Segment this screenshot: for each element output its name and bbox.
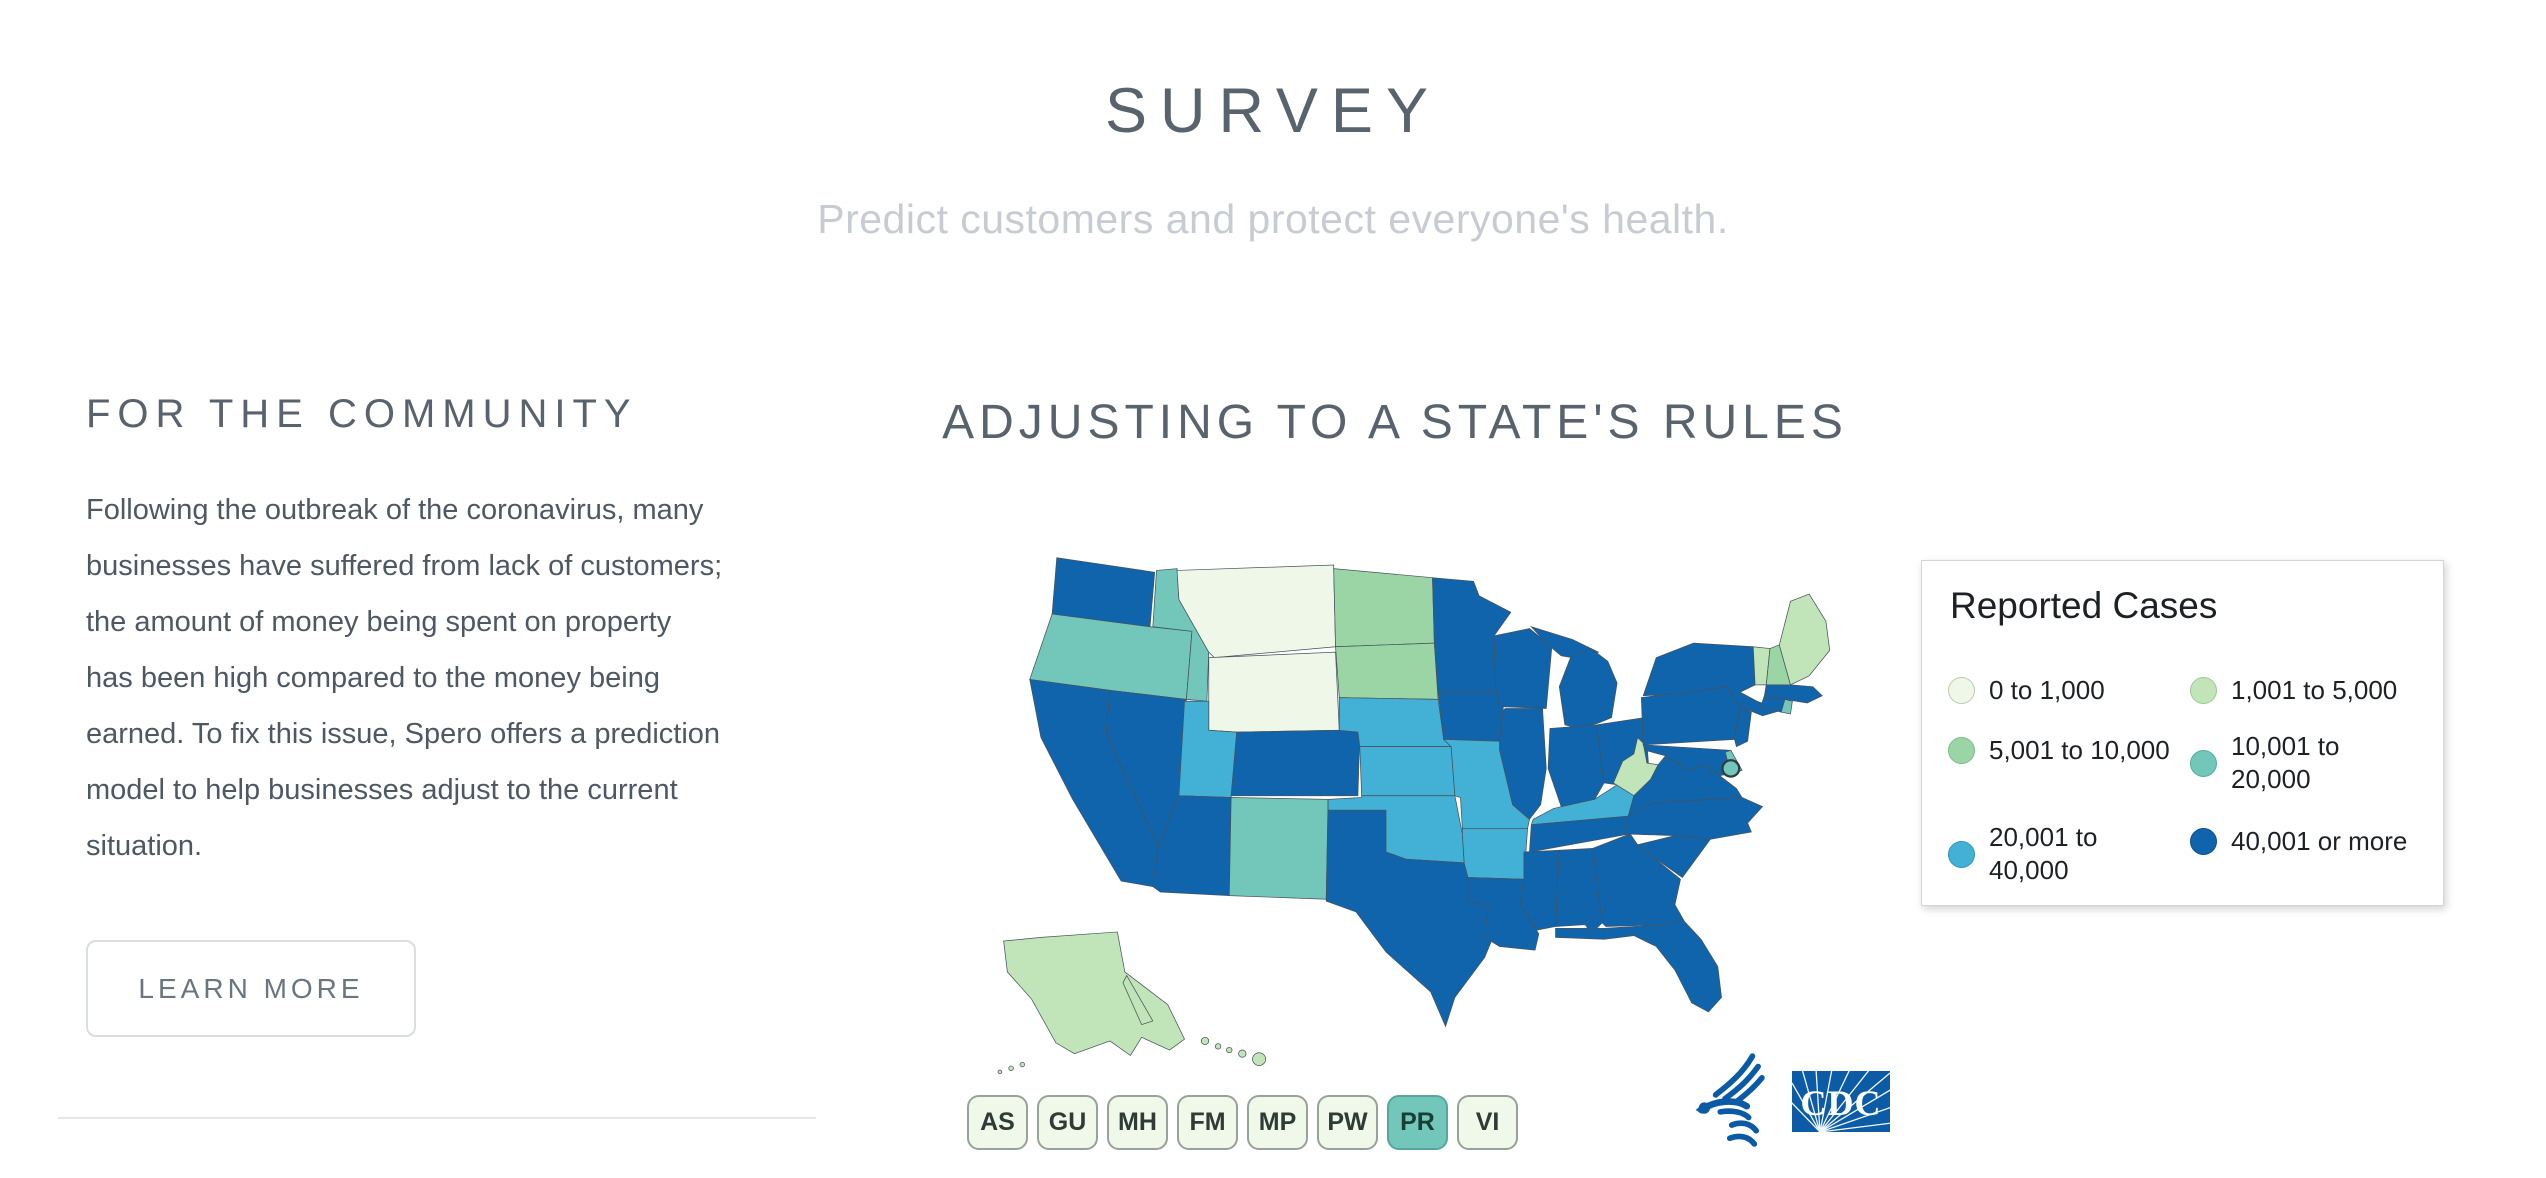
territory-button-vi[interactable]: VI	[1457, 1095, 1518, 1150]
section-divider	[58, 1117, 816, 1119]
state-IA[interactable]	[1437, 691, 1504, 742]
legend-swatch-icon	[2190, 677, 2217, 704]
community-paragraph: Following the outbreak of the coronaviru…	[86, 482, 846, 874]
legend-swatch-icon	[1948, 737, 1975, 764]
state-HI[interactable]	[1200, 1036, 1210, 1045]
paragraph-line: situation.	[86, 830, 203, 862]
territory-button-mp[interactable]: MP	[1247, 1095, 1308, 1150]
legend-item: 1,001 to 5,000	[2190, 674, 2397, 707]
state-SC[interactable]	[1636, 835, 1711, 878]
territory-button-as[interactable]: AS	[967, 1095, 1028, 1150]
territory-button-pw[interactable]: PW	[1317, 1095, 1378, 1150]
learn-more-button[interactable]: LEARN MORE	[86, 940, 416, 1037]
state-WI[interactable]	[1493, 628, 1553, 709]
cdc-logo-text: CDC	[1801, 1083, 1882, 1123]
page-subtitle: Predict customers and protect everyone's…	[817, 196, 1729, 242]
legend-swatch-icon	[2190, 828, 2217, 855]
district-of-columbia-marker[interactable]	[1721, 759, 1741, 778]
paragraph-line: has been high compared to the money bein…	[86, 662, 660, 694]
state-SD[interactable]	[1335, 642, 1439, 700]
map-section-heading: ADJUSTING TO A STATE'S RULES	[942, 396, 1848, 449]
legend-item: 0 to 1,000	[1948, 674, 2105, 707]
legend-item: 40,001 or more	[2190, 825, 2407, 858]
legend-label: 5,001 to 10,000	[1989, 735, 2170, 765]
community-heading: FOR THE COMMUNITY	[86, 392, 638, 436]
state-AK[interactable]	[1122, 974, 1154, 1026]
state-GA[interactable]	[1592, 833, 1685, 927]
legend-label: 1,001 to 5,000	[2231, 675, 2398, 705]
state-ME[interactable]	[1778, 593, 1831, 686]
territory-buttons: AS GU MH FM MP PW PR VI	[967, 1095, 1518, 1150]
legend-label: 10,001 to 20,000	[2231, 731, 2340, 794]
paragraph-line: Following the outbreak of the coronaviru…	[86, 494, 704, 526]
state-FL[interactable]	[1555, 918, 1722, 1013]
state-AK[interactable]	[1019, 1061, 1025, 1068]
page-title: SURVEY	[1105, 76, 1441, 146]
reported-cases-legend: Reported Cases 0 to 1,000 1,001 to 5,000 5…	[1921, 560, 2444, 906]
state-AK[interactable]	[997, 1069, 1003, 1075]
territory-button-mh[interactable]: MH	[1107, 1095, 1168, 1150]
state-HI[interactable]	[1226, 1046, 1233, 1054]
state-RI[interactable]	[1780, 698, 1793, 715]
us-map-svg	[997, 557, 1831, 1075]
us-choropleth-map	[985, 545, 1880, 1090]
state-IL[interactable]	[1499, 708, 1547, 820]
legend-title: Reported Cases	[1950, 585, 2218, 626]
state-AK[interactable]	[1003, 931, 1185, 1057]
state-NY[interactable]	[1642, 642, 1783, 717]
legend-label: 40,001 or more	[2231, 826, 2408, 856]
state-WY[interactable]	[1208, 651, 1340, 733]
state-IN[interactable]	[1547, 724, 1605, 808]
cdc-logo: CDC	[1792, 1071, 1890, 1132]
legend-item: 20,001 to 40,000	[1948, 821, 2097, 887]
territory-button-pr[interactable]: PR	[1387, 1095, 1448, 1150]
hhs-logo	[1695, 1053, 1765, 1147]
legend-item: 5,001 to 10,000	[1948, 734, 2170, 767]
paragraph-line: model to help businesses adjust to the c…	[86, 774, 678, 806]
legend-swatch-icon	[1948, 677, 1975, 704]
state-MI[interactable]	[1558, 648, 1618, 729]
paragraph-line: businesses have suffered from lack of cu…	[86, 550, 723, 582]
legend-swatch-icon	[1948, 840, 1975, 868]
state-ND[interactable]	[1333, 568, 1435, 648]
territory-button-fm[interactable]: FM	[1177, 1095, 1238, 1150]
state-HI[interactable]	[1252, 1052, 1266, 1066]
state-AK[interactable]	[1008, 1065, 1014, 1071]
state-HI[interactable]	[1214, 1043, 1222, 1050]
state-KS[interactable]	[1359, 746, 1456, 797]
legend-swatch-icon	[2190, 749, 2217, 777]
legend-label: 20,001 to 40,000	[1989, 822, 2098, 885]
legend-label: 0 to 1,000	[1989, 675, 2105, 705]
state-CO[interactable]	[1230, 729, 1361, 797]
state-HI[interactable]	[1238, 1049, 1247, 1058]
paragraph-line: the amount of money being spent on prope…	[86, 606, 672, 638]
territory-button-gu[interactable]: GU	[1037, 1095, 1098, 1150]
state-NM[interactable]	[1228, 797, 1329, 900]
state-NJ[interactable]	[1734, 706, 1752, 748]
legend-item: 10,001 to 20,000	[2190, 730, 2339, 796]
paragraph-line: earned. To fix this issue, Spero offers …	[86, 718, 721, 750]
state-NC[interactable]	[1624, 797, 1764, 840]
state-PA[interactable]	[1640, 686, 1741, 746]
state-AR[interactable]	[1461, 828, 1528, 880]
